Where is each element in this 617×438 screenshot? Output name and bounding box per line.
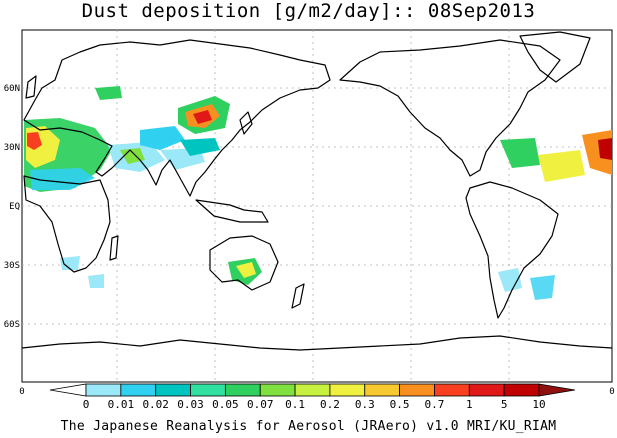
colorbar-segment <box>364 383 401 397</box>
coastline-new-zealand <box>291 283 305 309</box>
lat-label-30n: 30N <box>4 143 20 153</box>
coastline-antarctica <box>21 335 613 351</box>
colorbar: 0 0.01 0.02 0.03 0.05 0.07 0.1 0.2 0.3 0.5 0.7 1 5 10 <box>49 383 576 411</box>
dust-region-atlantic-mid <box>538 150 585 182</box>
dust-region-australia-core <box>236 262 256 278</box>
colorbar-label: 0.1 <box>285 398 305 411</box>
dust-region-arabia-core <box>120 148 145 164</box>
coastlines <box>21 31 613 351</box>
colorbar-label: 5 <box>501 398 508 411</box>
colorbar-segment <box>538 383 576 397</box>
dust-region-china-south <box>180 138 220 156</box>
credit-line: The Japanese Reanalysis for Aerosol (JRA… <box>60 419 557 434</box>
colorbar-segment <box>85 383 122 397</box>
dust-region-iran <box>140 126 185 150</box>
colorbar-segment <box>120 383 157 397</box>
colorbar-segment <box>224 383 261 397</box>
dust-region-sahel <box>30 168 95 190</box>
coastline-africa <box>23 175 111 273</box>
dust-region-central-asia <box>95 86 122 100</box>
coastline-south-america <box>465 181 559 319</box>
colorbar-label: 0.07 <box>247 398 274 411</box>
map-title: Dust deposition [g/m2/day]:: 08Sep2013 <box>81 0 536 22</box>
colorbar-label: 0.02 <box>142 398 169 411</box>
coastline-north-america <box>339 39 561 177</box>
coastline-indonesia <box>195 199 269 223</box>
dust-region-sahara-peak <box>27 132 42 150</box>
dust-region-kalahari <box>88 274 104 288</box>
colorbar-segment <box>155 383 191 397</box>
colorbar-label: 0.5 <box>390 398 410 411</box>
lat-label-60s: 60S <box>4 320 20 330</box>
dust-region-argentina <box>498 268 522 292</box>
colorbar-label: 1 <box>466 398 473 411</box>
dust-region-southern-africa <box>60 256 80 270</box>
colorbar-label: 0.03 <box>177 398 204 411</box>
lat-labels: 60N 30N EQ 30S 60S <box>4 84 20 330</box>
colorbar-label: 0.7 <box>425 398 445 411</box>
colorbar-label: 10 <box>532 398 545 411</box>
lat-label-60n: 60N <box>4 84 20 94</box>
axis-end-left: 0 <box>19 387 24 397</box>
coastline-madagascar <box>109 235 119 261</box>
dust-region-gobi-peak <box>193 110 212 124</box>
coastline-greenland <box>519 31 591 83</box>
colorbar-segment <box>190 383 226 397</box>
dust-region-atlantic-west <box>500 138 540 168</box>
coastline-eurasia <box>23 39 331 197</box>
colorbar-segment <box>294 383 331 397</box>
axis-end-right: 0 <box>609 387 614 397</box>
colorbar-label: 0.2 <box>320 398 340 411</box>
dust-region-patagonia <box>530 275 555 300</box>
colorbar-label: 0.3 <box>355 398 375 411</box>
colorbar-segment <box>259 383 296 397</box>
coastline-uk <box>25 75 37 99</box>
colorbar-segment <box>399 383 435 397</box>
dust-region-atlantic-peak <box>598 138 612 160</box>
lat-label-30s: 30S <box>4 261 20 271</box>
colorbar-segment <box>329 383 366 397</box>
colorbar-label: 0.01 <box>108 398 135 411</box>
colorbar-label: 0.05 <box>212 398 239 411</box>
colorbar-segment <box>49 383 87 397</box>
dust-shading <box>24 86 612 300</box>
coastline-australia <box>209 235 279 291</box>
colorbar-label: 0 <box>83 398 90 411</box>
lat-label-eq: EQ <box>9 202 20 212</box>
coastline-japan <box>239 111 253 135</box>
colorbar-segment <box>468 383 505 397</box>
colorbar-segment <box>503 383 540 397</box>
colorbar-segment <box>434 383 470 397</box>
